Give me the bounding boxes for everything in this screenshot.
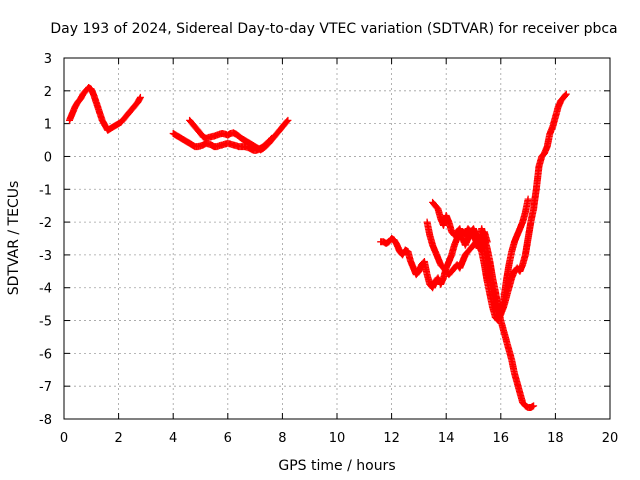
series-segment-1	[66, 84, 144, 134]
x-tick-label: 14	[438, 431, 455, 446]
data-layer	[66, 84, 570, 411]
x-axis-label: GPS time / hours	[278, 458, 395, 474]
y-tick-label: 2	[44, 85, 52, 100]
y-tick-label: -6	[39, 347, 52, 362]
chart-title: Day 193 of 2024, Sidereal Day-to-day VTE…	[50, 21, 617, 37]
y-axis-label: SDTVAR / TECUs	[6, 181, 22, 296]
data-point-markers	[66, 84, 144, 134]
y-tick-label: -4	[39, 282, 52, 297]
y-tick-label: -8	[39, 413, 52, 428]
x-tick-label: 12	[383, 431, 400, 446]
y-tick-label: -5	[39, 315, 52, 330]
y-tick-label: 0	[44, 150, 52, 165]
x-tick-label: 16	[493, 431, 510, 446]
x-tick-label: 6	[224, 431, 232, 446]
y-tick-label: 1	[44, 118, 52, 133]
y-tick-label: -1	[39, 183, 52, 198]
y-tick-label: -3	[39, 249, 52, 264]
x-tick-label: 18	[547, 431, 564, 446]
x-tick-label: 4	[169, 431, 177, 446]
data-point-markers	[478, 90, 570, 318]
plot-frame	[63, 57, 611, 420]
x-tick-label: 8	[278, 431, 286, 446]
x-tick-label: 10	[329, 431, 346, 446]
y-tick-label: 3	[44, 52, 52, 67]
y-tick-label: -2	[39, 216, 52, 231]
series-segment-2b	[186, 116, 292, 154]
x-tick-label: 0	[60, 431, 68, 446]
y-tick-label: -7	[39, 380, 52, 395]
data-point-markers	[186, 116, 292, 154]
x-tick-label: 2	[114, 431, 122, 446]
series-segment-3d	[478, 90, 570, 318]
x-tick-label: 20	[602, 431, 619, 446]
